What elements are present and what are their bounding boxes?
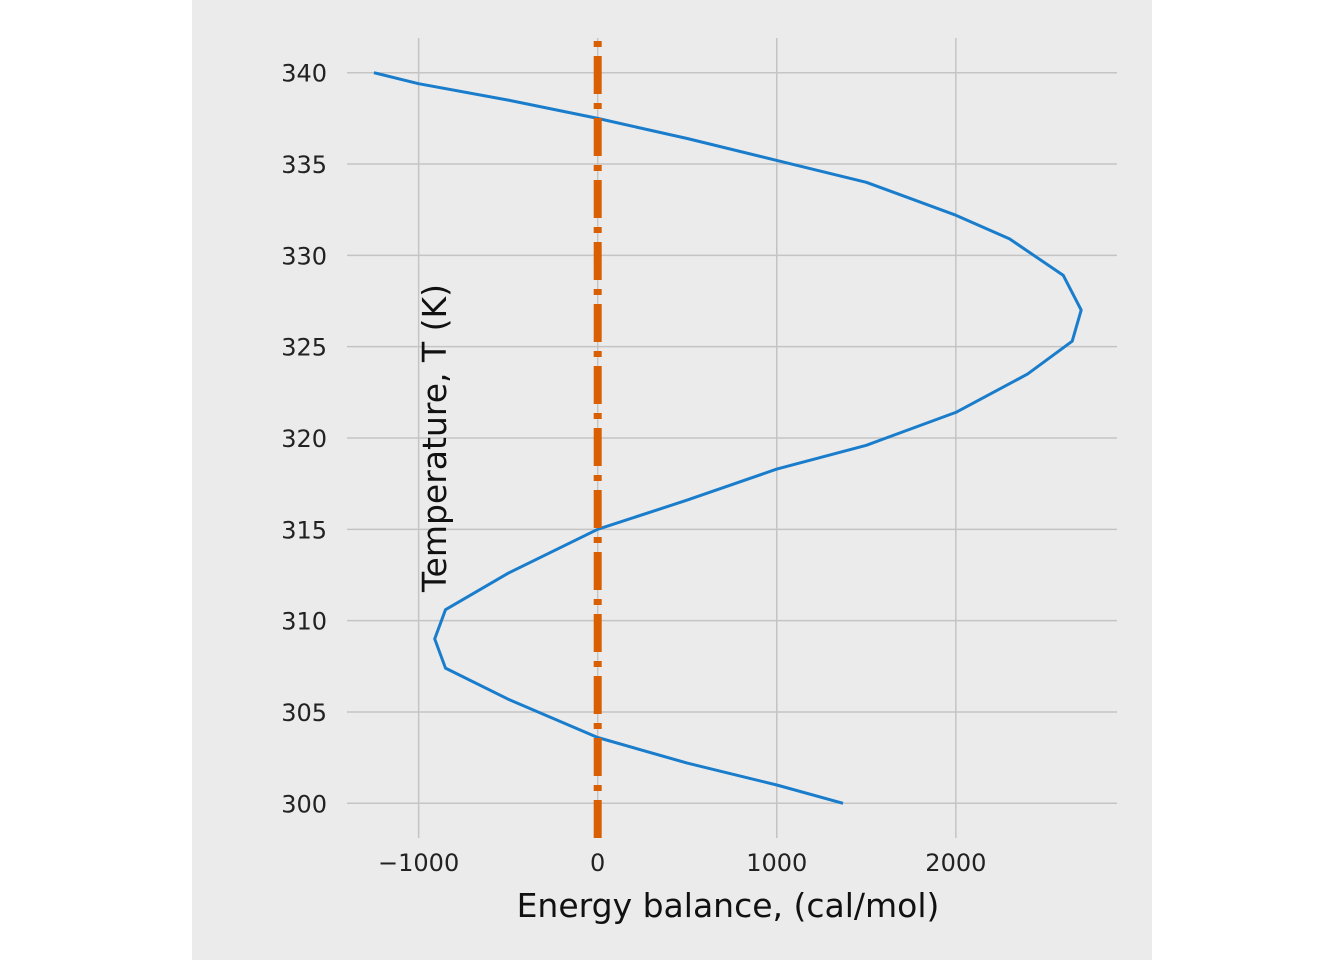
y-tick-label: 325 — [281, 334, 327, 362]
x-tick-label: 1000 — [746, 849, 807, 877]
x-axis-label: Energy balance, (cal/mol) — [517, 886, 940, 925]
x-tick-label: 0 — [590, 849, 605, 877]
y-tick-label: 310 — [281, 608, 327, 636]
grid — [347, 38, 1117, 838]
x-tick-labels: −1000 0 1000 2000 — [378, 849, 986, 877]
y-tick-label: 330 — [281, 242, 327, 270]
y-tick-labels: 300 305 310 315 320 325 330 335 340 — [281, 60, 327, 819]
y-axis-label: Temperature, T (K) — [415, 284, 454, 593]
y-tick-label: 315 — [281, 516, 327, 544]
y-tick-label: 300 — [281, 790, 327, 818]
series-layer — [373, 38, 1083, 838]
y-tick-label: 340 — [281, 60, 327, 88]
x-tick-label: 2000 — [925, 849, 986, 877]
energy-balance-chart: −1000 0 1000 2000 3003053103153203253303353… — [281, 38, 1117, 925]
y-tick-label: 320 — [281, 425, 327, 453]
x-tick-label: −1000 — [378, 849, 459, 877]
y-tick-label: 305 — [281, 699, 327, 727]
y-tick-label: 335 — [281, 151, 327, 179]
energy-balance-curve — [373, 71, 1083, 805]
figure-background: −1000 0 1000 2000 300 305 310 315 320 325 330 335 3… — [192, 0, 1152, 960]
